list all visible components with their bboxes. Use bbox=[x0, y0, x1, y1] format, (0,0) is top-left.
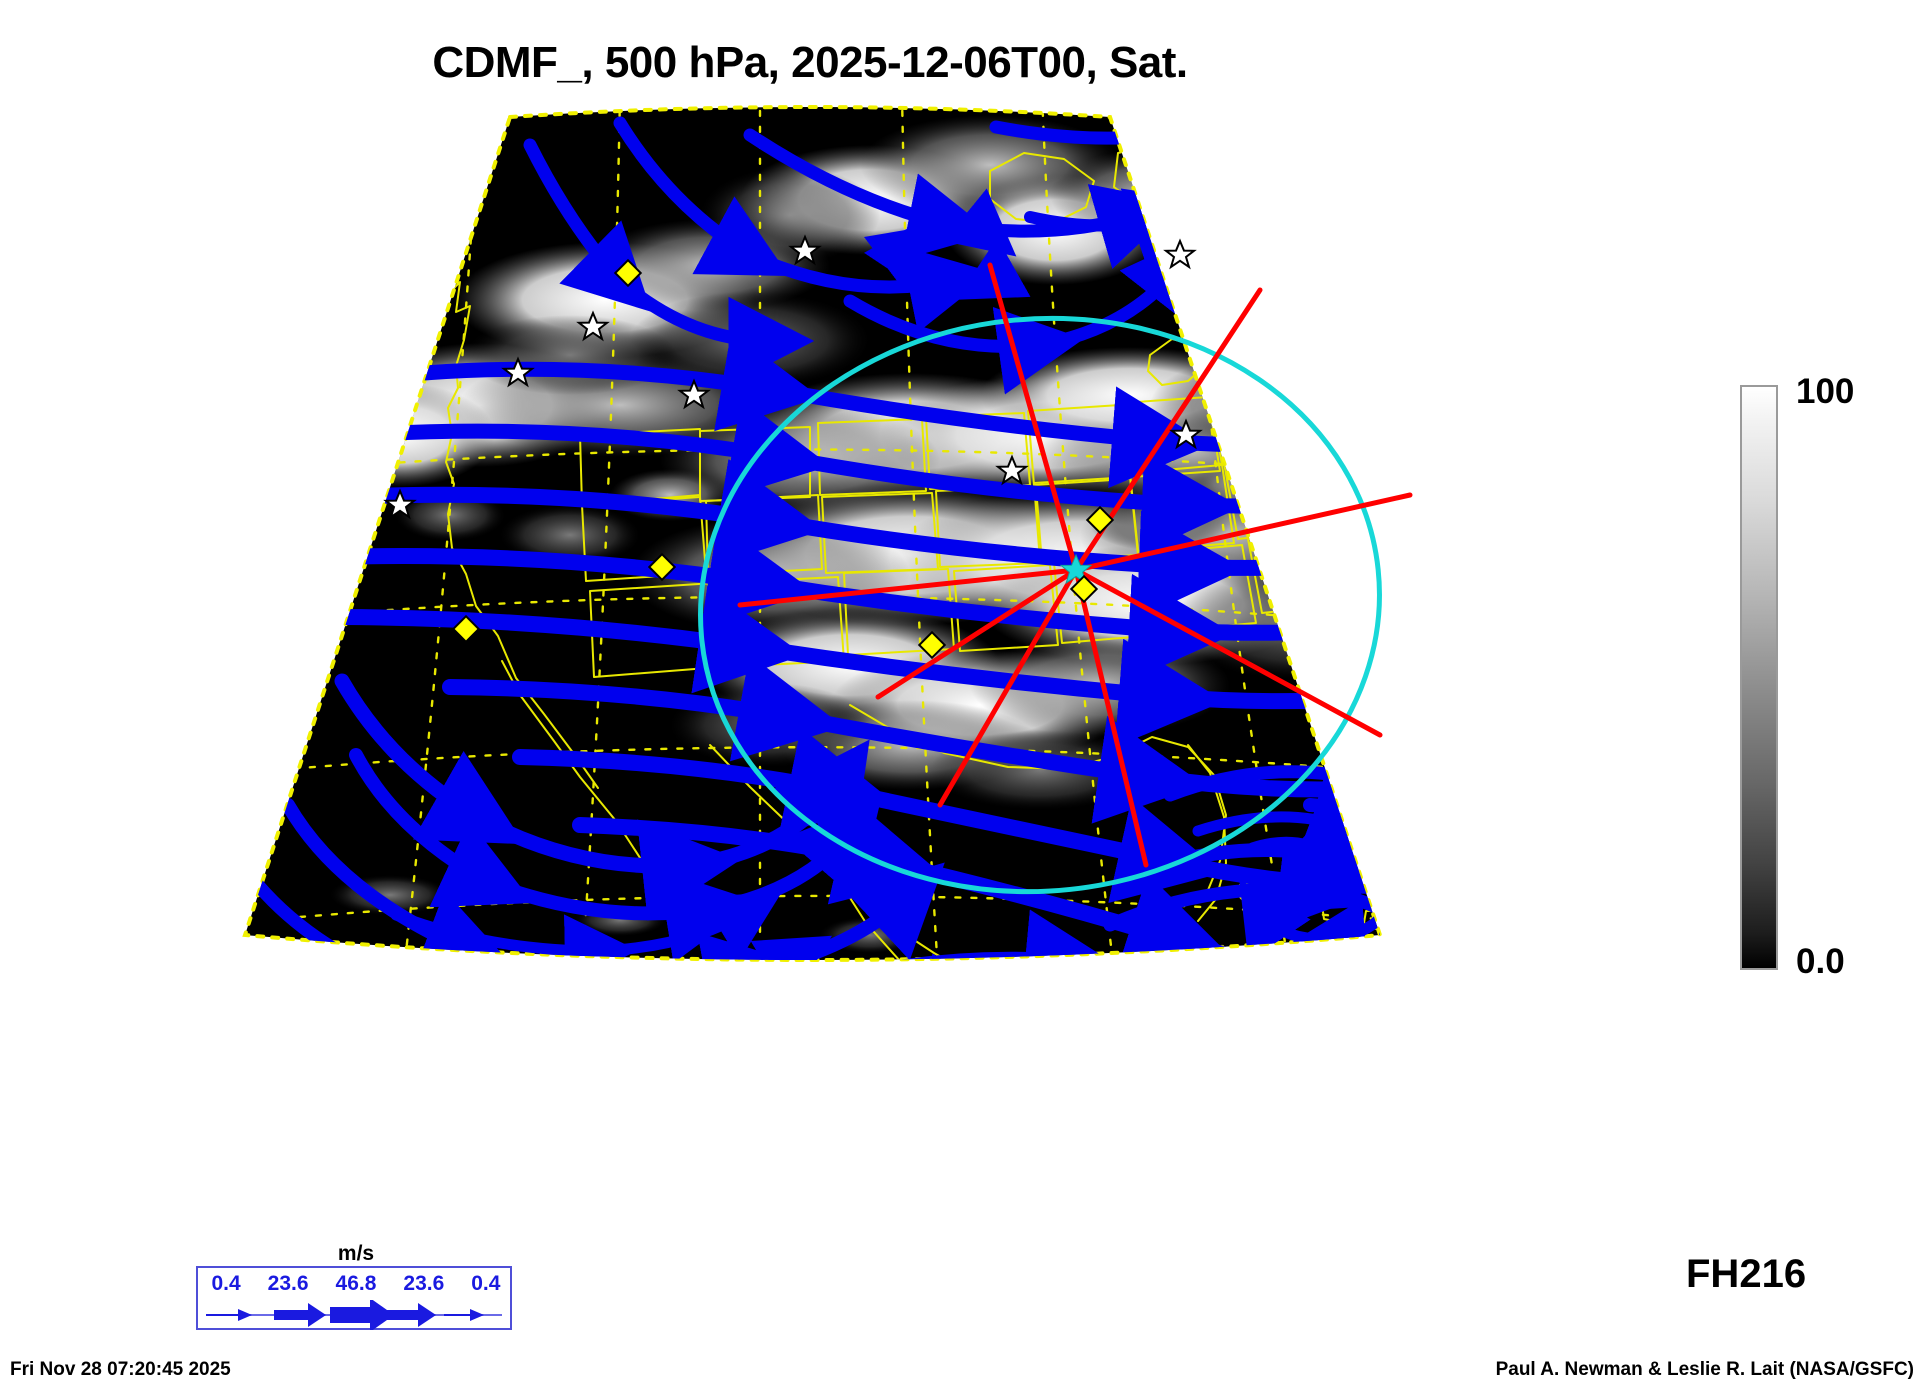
range-ring bbox=[698, 315, 1382, 895]
wind-legend-tick-5: 0.4 bbox=[471, 1272, 501, 1295]
author-credit: Paul A. Newman & Leslie R. Lait (NASA/GS… bbox=[1495, 1359, 1914, 1380]
generation-timestamp: Fri Nov 28 07:20:45 2025 bbox=[10, 1359, 231, 1380]
colorbar: 100 0.0 bbox=[1740, 372, 1920, 981]
wind-legend-ticks: 0.4 23.6 46.8 23.6 0.4 bbox=[198, 1272, 514, 1296]
station-marker bbox=[917, 630, 947, 660]
site-marker bbox=[501, 356, 535, 388]
station-marker bbox=[451, 614, 481, 644]
wind-legend-tick-2: 23.6 bbox=[267, 1272, 309, 1295]
site-marker bbox=[576, 310, 610, 342]
wind-legend-tick-4: 23.6 bbox=[403, 1272, 445, 1295]
wind-legend-tick-1: 0.4 bbox=[211, 1272, 241, 1295]
page-title: CDMF_, 500 hPa, 2025-12-06T00, Sat. bbox=[432, 38, 1188, 87]
station-marker bbox=[613, 258, 643, 288]
site-marker bbox=[1169, 418, 1203, 450]
wind-speed-legend: m/s 0.4 23.6 46.8 23.6 0.4 bbox=[196, 1242, 514, 1330]
colorbar-gradient bbox=[1740, 385, 1778, 970]
streamlines bbox=[251, 107, 1380, 960]
site-marker bbox=[995, 454, 1029, 486]
site-marker bbox=[383, 488, 417, 520]
site-marker bbox=[788, 234, 822, 266]
wind-legend-tick-3: 46.8 bbox=[335, 1272, 377, 1295]
site-markers[interactable] bbox=[383, 234, 1203, 520]
wind-legend-units: m/s bbox=[337, 1242, 375, 1265]
wind-legend-arrow-scale bbox=[206, 1300, 502, 1330]
station-marker bbox=[1069, 574, 1099, 604]
site-marker bbox=[677, 378, 711, 410]
map-panel[interactable] bbox=[150, 105, 1470, 1015]
colorbar-min-label: 0.0 bbox=[1796, 942, 1845, 981]
site-marker bbox=[1163, 238, 1197, 270]
map-canvas[interactable] bbox=[150, 105, 1470, 1015]
station-marker bbox=[1085, 505, 1115, 535]
station-markers[interactable] bbox=[451, 258, 1115, 660]
colorbar-max-label: 100 bbox=[1796, 372, 1855, 411]
station-marker bbox=[647, 552, 677, 582]
forecast-hour-label: FH216 bbox=[1686, 1252, 1807, 1296]
